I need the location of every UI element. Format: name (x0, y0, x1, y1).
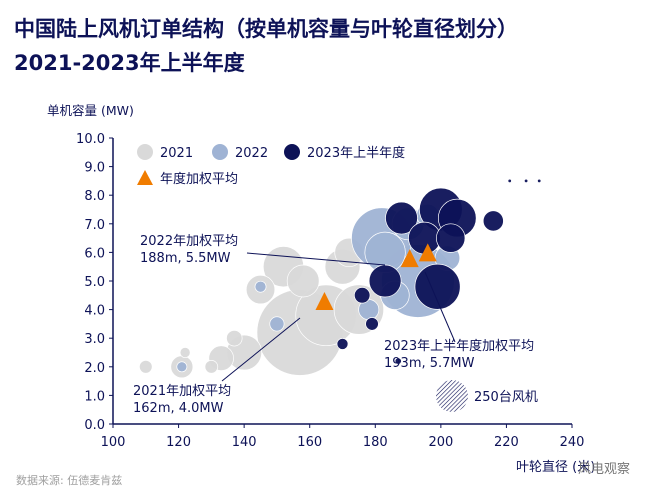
y-tick-label: 6.0 (84, 246, 105, 261)
bubble-2021 (204, 360, 219, 374)
legend-label-2022: 2022 (235, 146, 268, 161)
bubble-2023 (385, 201, 418, 235)
bubble-2023 (523, 178, 529, 184)
legend-label-2021: 2021 (160, 146, 193, 161)
average-label-2022: 2022年加权平均 (140, 233, 238, 249)
average-value-2021: 162m, 4.0MW (133, 401, 224, 416)
bubble-2023 (408, 221, 441, 255)
bubble-2021 (139, 360, 153, 374)
chart-title: 中国陆上风机订单结构（按单机容量与叶轮直径划分） 2021-2023年上半年度 (14, 12, 518, 80)
y-tick-label: 10.0 (76, 132, 105, 147)
average-value-2022: 188m, 5.5MW (140, 251, 231, 266)
size-legend-circle (436, 380, 468, 412)
title-line-1: 中国陆上风机订单结构（按单机容量与叶轮直径划分） (14, 17, 518, 41)
x-tick-label: 100 (101, 435, 126, 450)
y-tick-label: 1.0 (84, 389, 105, 404)
bubble-2021 (286, 264, 320, 298)
legend-marker-2022 (212, 144, 228, 160)
y-tick-label: 2.0 (84, 361, 105, 376)
bubble-2021 (179, 347, 191, 358)
y-tick-label: 3.0 (84, 332, 105, 347)
y-tick-label: 4.0 (84, 304, 105, 319)
average-value-2023: 193m, 5.7MW (384, 356, 475, 371)
annotation-line-2023 (424, 271, 456, 343)
x-tick-label: 240 (560, 435, 585, 450)
y-tick-label: 5.0 (84, 275, 105, 290)
bubble-2023 (353, 287, 371, 304)
source-note: 数据来源: 伍德麦肯兹 (16, 474, 123, 487)
average-marker-2023 (418, 243, 437, 262)
bubble-2023 (482, 210, 504, 232)
legend-marker-2021 (137, 144, 153, 160)
bubble-2023 (368, 264, 402, 298)
bubble-2023 (507, 178, 512, 184)
title-line-2: 2021-2023年上半年度 (14, 51, 245, 75)
y-tick-label: 8.0 (84, 189, 105, 204)
bubble-2023 (365, 317, 379, 331)
bubble-2022 (254, 280, 267, 293)
average-label-2021: 2021年加权平均 (133, 383, 231, 399)
y-axis-label: 单机容量 (MW) (47, 103, 134, 118)
x-tick-label: 160 (297, 435, 322, 450)
x-tick-label: 220 (494, 435, 519, 450)
legend-marker-average (137, 170, 153, 185)
average-marker-2021 (315, 292, 334, 311)
x-tick-label: 180 (363, 435, 388, 450)
bubble-2023 (394, 357, 402, 365)
x-tick-label: 200 (428, 435, 453, 450)
bubble-2022 (176, 361, 188, 373)
y-tick-label: 0.0 (84, 418, 105, 433)
bubble-2022 (269, 316, 285, 332)
legend-label-average: 年度加权平均 (160, 171, 238, 187)
average-marker-2022 (400, 249, 419, 268)
x-tick-label: 140 (232, 435, 257, 450)
bubble-2023 (537, 178, 542, 184)
y-tick-label: 7.0 (84, 218, 105, 233)
bubble-2023 (336, 338, 349, 350)
annotation-line-2022 (246, 252, 386, 266)
legend-marker-2023 (284, 144, 300, 160)
average-label-2023: 2023年上半年度加权平均 (384, 338, 534, 354)
x-axis-label: 叶轮直径 (米) (516, 460, 595, 475)
legend-label-2023: 2023年上半年度 (307, 145, 405, 161)
annotation-line-2021 (221, 317, 301, 382)
watermark: 风电观察 (578, 462, 631, 477)
bubble-2023 (436, 223, 466, 253)
y-tick-label: 9.0 (84, 161, 105, 176)
bubble-2021 (226, 330, 243, 347)
size-legend-label: 250台风机 (474, 390, 538, 405)
x-tick-label: 120 (166, 435, 191, 450)
